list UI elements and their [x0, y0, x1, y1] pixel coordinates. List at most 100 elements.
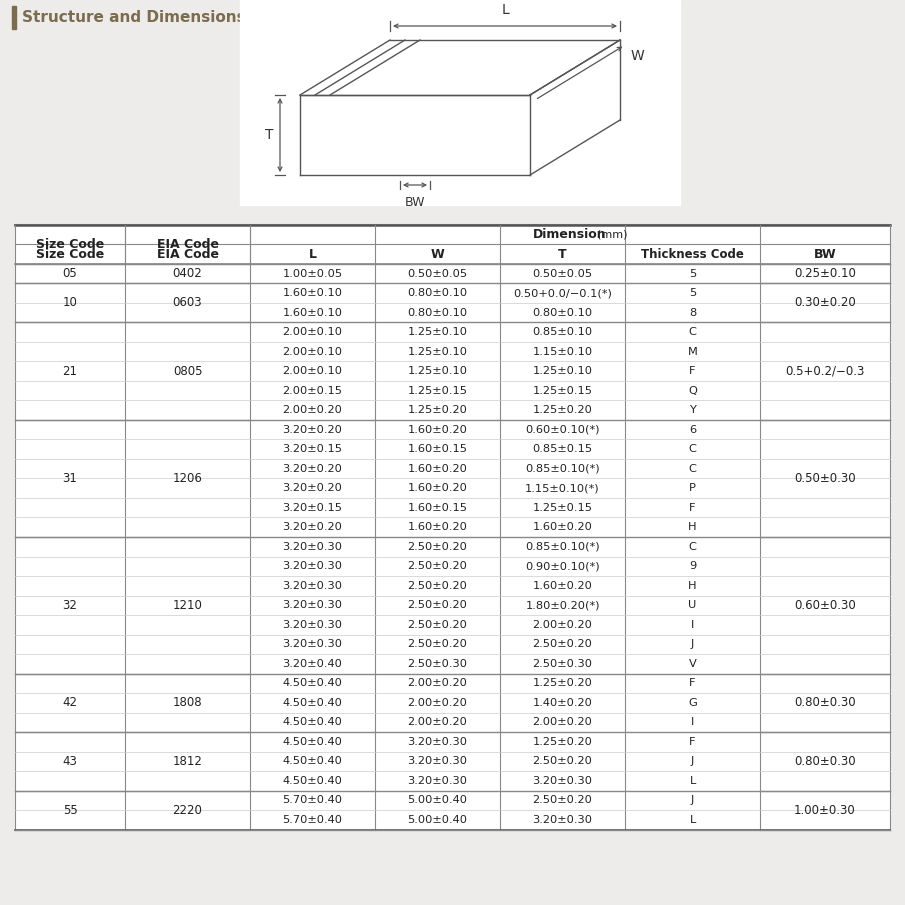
Text: 0.50+0.0/−0.1(*): 0.50+0.0/−0.1(*) — [513, 289, 612, 299]
Text: 3.20±0.15: 3.20±0.15 — [282, 503, 342, 513]
Text: 3.20±0.30: 3.20±0.30 — [282, 581, 342, 591]
Text: 0.50±0.05: 0.50±0.05 — [532, 269, 593, 279]
Text: 1808: 1808 — [173, 696, 203, 710]
Text: 9: 9 — [689, 561, 696, 571]
Text: 0.85±0.10(*): 0.85±0.10(*) — [525, 463, 600, 473]
Text: 3.20±0.20: 3.20±0.20 — [282, 522, 342, 532]
Text: 1.25±0.20: 1.25±0.20 — [407, 405, 468, 415]
Text: 0.50±0.05: 0.50±0.05 — [407, 269, 468, 279]
Text: 3.20±0.40: 3.20±0.40 — [282, 659, 342, 669]
Text: 5: 5 — [689, 289, 696, 299]
Text: C: C — [689, 328, 697, 338]
Text: 2.00±0.20: 2.00±0.20 — [282, 405, 342, 415]
Text: 0.80±0.30: 0.80±0.30 — [795, 755, 856, 767]
Text: 3.20±0.30: 3.20±0.30 — [532, 776, 593, 786]
Text: 1.00±0.30: 1.00±0.30 — [794, 804, 856, 816]
Text: 1.60±0.20: 1.60±0.20 — [407, 522, 468, 532]
Text: 2.50±0.20: 2.50±0.20 — [407, 620, 468, 630]
Text: Q: Q — [688, 386, 697, 395]
Text: 0.85±0.15: 0.85±0.15 — [532, 444, 593, 454]
Text: 0.90±0.10(*): 0.90±0.10(*) — [525, 561, 600, 571]
Text: 2.00±0.20: 2.00±0.20 — [532, 718, 593, 728]
Text: 0402: 0402 — [173, 267, 203, 281]
Text: 0.80±0.10: 0.80±0.10 — [407, 308, 468, 318]
Text: 6: 6 — [689, 424, 696, 434]
Text: 2.00±0.20: 2.00±0.20 — [407, 698, 468, 708]
Text: L: L — [501, 3, 509, 17]
Text: Structure and Dimensions: Structure and Dimensions — [22, 11, 245, 25]
Text: 1206: 1206 — [173, 472, 203, 485]
Text: 0.5+0.2/−0.3: 0.5+0.2/−0.3 — [786, 365, 864, 377]
Text: 1.15±0.10: 1.15±0.10 — [532, 347, 593, 357]
Text: 1.25±0.10: 1.25±0.10 — [407, 328, 468, 338]
Text: 1.60±0.20: 1.60±0.20 — [407, 463, 468, 473]
Text: 2.50±0.20: 2.50±0.20 — [407, 561, 468, 571]
Text: BW: BW — [405, 196, 425, 209]
Text: M: M — [688, 347, 698, 357]
Text: W: W — [431, 248, 444, 261]
Text: U: U — [689, 600, 697, 610]
Text: F: F — [690, 367, 696, 376]
Text: (mm): (mm) — [596, 230, 627, 240]
Text: 5: 5 — [689, 269, 696, 279]
Text: 2.50±0.20: 2.50±0.20 — [532, 639, 593, 649]
Text: 1812: 1812 — [173, 755, 203, 767]
Text: 4.50±0.40: 4.50±0.40 — [282, 698, 342, 708]
Text: 2.50±0.30: 2.50±0.30 — [407, 659, 468, 669]
Text: Size Code: Size Code — [36, 248, 104, 261]
Text: 2.50±0.20: 2.50±0.20 — [407, 542, 468, 552]
Text: 1.25±0.20: 1.25±0.20 — [532, 678, 593, 688]
Text: C: C — [689, 444, 697, 454]
Text: Dimension: Dimension — [533, 228, 607, 242]
Text: 5.00±0.40: 5.00±0.40 — [407, 795, 468, 805]
Text: 43: 43 — [62, 755, 78, 767]
Text: T: T — [558, 248, 567, 261]
Text: 2.00±0.10: 2.00±0.10 — [282, 367, 342, 376]
Text: I: I — [691, 718, 694, 728]
Text: 2.00±0.15: 2.00±0.15 — [282, 386, 342, 395]
Text: 1.60±0.10: 1.60±0.10 — [282, 289, 342, 299]
Text: 3.20±0.30: 3.20±0.30 — [407, 757, 468, 767]
Text: 3.20±0.30: 3.20±0.30 — [282, 542, 342, 552]
Text: 1.25±0.10: 1.25±0.10 — [407, 367, 468, 376]
Text: 1.60±0.20: 1.60±0.20 — [532, 522, 593, 532]
Text: 32: 32 — [62, 599, 78, 612]
Text: 1.25±0.20: 1.25±0.20 — [532, 405, 593, 415]
Text: P: P — [689, 483, 696, 493]
Text: 2.00±0.10: 2.00±0.10 — [282, 347, 342, 357]
Text: 3.20±0.20: 3.20±0.20 — [282, 463, 342, 473]
Text: 1.60±0.20: 1.60±0.20 — [407, 424, 468, 434]
Text: 3.20±0.20: 3.20±0.20 — [282, 483, 342, 493]
Text: I: I — [691, 620, 694, 630]
Text: 05: 05 — [62, 267, 77, 281]
Text: 1.60±0.15: 1.60±0.15 — [407, 444, 468, 454]
Text: 10: 10 — [62, 297, 78, 310]
Text: 0.60±0.30: 0.60±0.30 — [794, 599, 856, 612]
Text: L: L — [309, 248, 317, 261]
Text: 2.50±0.20: 2.50±0.20 — [407, 639, 468, 649]
Text: 0.85±0.10(*): 0.85±0.10(*) — [525, 542, 600, 552]
Bar — [240, 0, 680, 205]
Text: 3.20±0.20: 3.20±0.20 — [282, 424, 342, 434]
Text: 1.60±0.10: 1.60±0.10 — [282, 308, 342, 318]
Text: 1.80±0.20(*): 1.80±0.20(*) — [525, 600, 600, 610]
Text: 4.50±0.40: 4.50±0.40 — [282, 776, 342, 786]
Text: 3.20±0.30: 3.20±0.30 — [282, 639, 342, 649]
Text: J: J — [691, 757, 694, 767]
Text: 8: 8 — [689, 308, 696, 318]
Text: 4.50±0.40: 4.50±0.40 — [282, 757, 342, 767]
Text: 31: 31 — [62, 472, 78, 485]
Text: 2.00±0.10: 2.00±0.10 — [282, 328, 342, 338]
Text: L: L — [690, 776, 696, 786]
Text: 0805: 0805 — [173, 365, 202, 377]
Text: 1.25±0.10: 1.25±0.10 — [532, 367, 593, 376]
Text: 1.25±0.15: 1.25±0.15 — [532, 503, 593, 513]
Text: Size Code: Size Code — [36, 238, 104, 251]
Text: T: T — [264, 128, 273, 142]
Text: 21: 21 — [62, 365, 78, 377]
Text: EIA Code: EIA Code — [157, 248, 218, 261]
Text: 1210: 1210 — [173, 599, 203, 612]
Text: 3.20±0.30: 3.20±0.30 — [282, 620, 342, 630]
Text: H: H — [688, 522, 697, 532]
Text: 42: 42 — [62, 696, 78, 710]
